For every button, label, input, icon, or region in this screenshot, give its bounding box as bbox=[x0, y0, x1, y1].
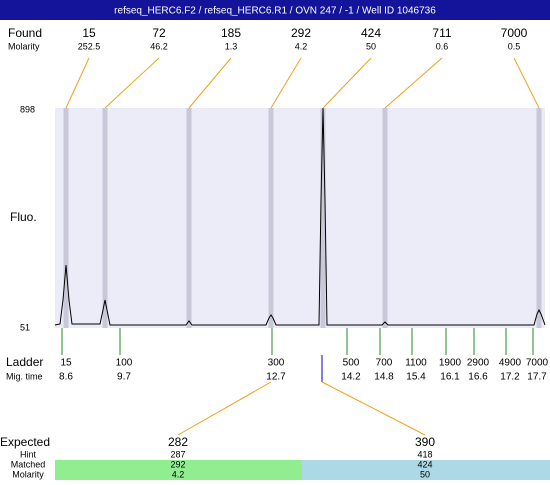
ladder-size: 1900 bbox=[439, 358, 462, 369]
found-size: 711 bbox=[432, 26, 451, 40]
found-size: 292 bbox=[291, 26, 311, 40]
found-label: Found bbox=[8, 26, 42, 40]
peak-band bbox=[63, 108, 69, 328]
matched-bg bbox=[302, 460, 550, 480]
expected-label: Expected bbox=[0, 435, 50, 449]
matched-molarity: 50 bbox=[420, 469, 430, 479]
matched: 292 bbox=[170, 459, 185, 469]
ladder-time: 17.7 bbox=[527, 372, 547, 383]
ladder-time: 9.7 bbox=[117, 372, 131, 383]
connector bbox=[177, 381, 272, 436]
ladder-time: 17.2 bbox=[500, 372, 520, 383]
found-size: 424 bbox=[361, 26, 381, 40]
peak-band bbox=[102, 108, 108, 328]
found-molarity: 0.6 bbox=[436, 41, 449, 51]
connector bbox=[513, 57, 540, 109]
hint-label: Hint bbox=[20, 449, 37, 459]
connector bbox=[188, 57, 232, 109]
plot-area bbox=[55, 108, 545, 328]
matched-label: Matched bbox=[11, 459, 46, 469]
ladder-time: 14.8 bbox=[374, 372, 394, 383]
found-size: 7000 bbox=[501, 26, 528, 40]
connector bbox=[65, 57, 90, 109]
y-axis-label: Fluo. bbox=[10, 210, 37, 224]
matched-bg bbox=[55, 460, 302, 480]
ladder-size: 700 bbox=[376, 358, 393, 369]
ladder-time: 14.2 bbox=[341, 372, 361, 383]
trace bbox=[54, 107, 546, 326]
ladder-time: 8.6 bbox=[59, 372, 73, 383]
connector bbox=[104, 57, 160, 109]
ladder-label: Ladder bbox=[6, 355, 43, 369]
ladder-time: 16.1 bbox=[440, 372, 460, 383]
matched-molarity: 4.2 bbox=[172, 469, 185, 479]
header-bar bbox=[0, 0, 550, 20]
ladder-size: 100 bbox=[116, 358, 133, 369]
found-molarity: 4.2 bbox=[295, 41, 308, 51]
ladder-size: 2900 bbox=[467, 358, 490, 369]
ladder-size: 500 bbox=[343, 358, 360, 369]
header-title: refseq_HERC6.F2 / refseq_HERC6.R1 / OVN … bbox=[114, 6, 436, 17]
found-size: 15 bbox=[82, 26, 96, 40]
peak-band bbox=[268, 108, 274, 328]
matched: 424 bbox=[417, 459, 432, 469]
ladder-size: 300 bbox=[268, 358, 285, 369]
connector bbox=[322, 57, 372, 109]
expected-size: 390 bbox=[415, 435, 435, 449]
found-molarity: 1.3 bbox=[225, 41, 238, 51]
y-top: 898 bbox=[20, 104, 35, 114]
connector bbox=[270, 57, 302, 109]
ladder-time: 15.4 bbox=[406, 372, 426, 383]
hint: 418 bbox=[417, 449, 432, 459]
peak-band bbox=[186, 108, 192, 328]
time-label: Mig. time bbox=[6, 371, 43, 381]
ladder-size: 4900 bbox=[499, 358, 522, 369]
expected-size: 282 bbox=[168, 435, 188, 449]
connector bbox=[321, 381, 426, 436]
ladder-time: 12.7 bbox=[266, 372, 286, 383]
found-molarity: 252.5 bbox=[78, 41, 101, 51]
peak-band bbox=[320, 108, 326, 328]
found-molarity: 0.5 bbox=[508, 41, 521, 51]
peak-band bbox=[536, 108, 542, 328]
hint: 287 bbox=[170, 449, 185, 459]
y-bottom: 51 bbox=[20, 322, 30, 332]
found-size: 185 bbox=[221, 26, 241, 40]
molarity-label: Molarity bbox=[12, 469, 44, 479]
ladder-size: 1100 bbox=[405, 358, 427, 369]
peak-band bbox=[382, 108, 388, 328]
connector bbox=[384, 57, 443, 109]
molarity-label: Molarity bbox=[8, 41, 40, 51]
found-size: 72 bbox=[152, 26, 166, 40]
ladder-size: 15 bbox=[60, 358, 72, 369]
found-molarity: 46.2 bbox=[150, 41, 168, 51]
ladder-time: 16.6 bbox=[468, 372, 488, 383]
ladder-size: 7000 bbox=[526, 358, 549, 369]
found-molarity: 50 bbox=[366, 41, 376, 51]
